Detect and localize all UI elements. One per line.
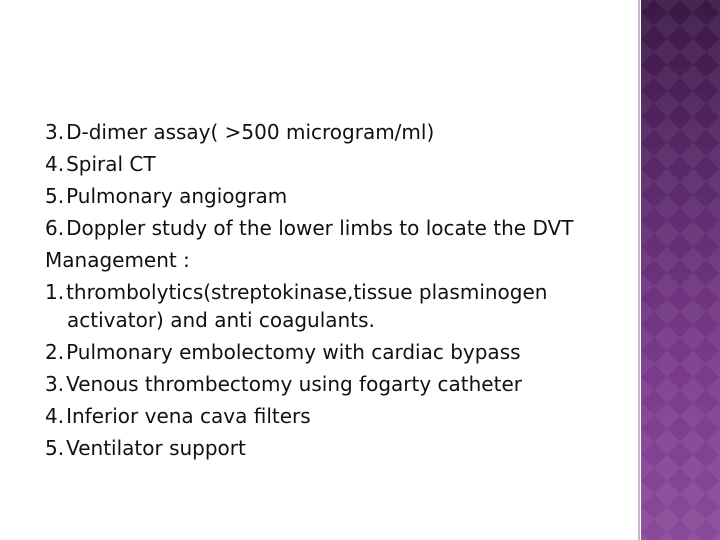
item-number: 1.: [45, 280, 65, 304]
list-item: 1. thrombolytics(streptokinase,tissue pla…: [45, 278, 605, 334]
item-number: 4.: [45, 404, 65, 428]
item-text: Spiral CT: [66, 152, 156, 176]
item-number: 3.: [45, 120, 65, 144]
list-item: 4. Spiral CT: [45, 150, 605, 178]
item-text: Pulmonary angiogram: [66, 184, 288, 208]
item-number: 3.: [45, 372, 65, 396]
decorative-panel: [641, 0, 720, 540]
item-text: Doppler study of the lower limbs to loca…: [66, 216, 574, 240]
item-text: Ventilator support: [66, 436, 246, 460]
list-item: 3. Venous thrombectomy using fogarty cath…: [45, 370, 605, 398]
item-text: Inferior vena cava filters: [66, 404, 311, 428]
list-item: 2. Pulmonary embolectomy with cardiac byp…: [45, 338, 605, 366]
item-number: 5.: [45, 184, 65, 208]
item-text: Pulmonary embolectomy with cardiac bypas…: [66, 340, 521, 364]
item-number: 4.: [45, 152, 65, 176]
list-item: 3. D-dimer assay( >500 microgram/ml): [45, 118, 605, 146]
slide-content: 3. D-dimer assay( >500 microgram/ml) 4. Spi…: [45, 118, 605, 466]
section-heading: Management :: [45, 248, 190, 272]
item-number: 2.: [45, 340, 65, 364]
item-text: Venous thrombectomy using fogarty cathet…: [66, 372, 522, 396]
item-text: thrombolytics(streptokinase,tissue plasm…: [66, 280, 548, 332]
list-item: 6. Doppler study of the lower limbs to lo…: [45, 214, 605, 242]
item-number: 5.: [45, 436, 65, 460]
item-number: 6.: [45, 216, 65, 240]
item-text: D-dimer assay( >500 microgram/ml): [66, 120, 435, 144]
list-item: 5. Pulmonary angiogram: [45, 182, 605, 210]
list-item: 5. Ventilator support: [45, 434, 605, 462]
list-item: 4. Inferior vena cava filters: [45, 402, 605, 430]
panel-edge: [638, 0, 640, 540]
